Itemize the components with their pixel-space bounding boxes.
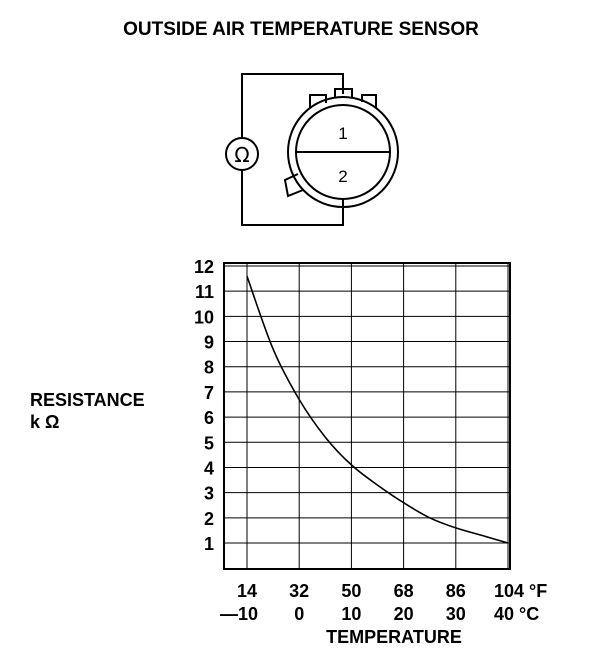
page-title: OUTSIDE AIR TEMPERATURE SENSOR — [123, 19, 479, 40]
x-tick-label-c: 40 °C — [494, 604, 539, 624]
ohm-symbol: Ω — [234, 143, 249, 167]
x-tick-label-f: 104 °F — [494, 581, 547, 601]
x-axis-label: TEMPERATURE — [326, 627, 462, 647]
connector-lock-tab-center — [334, 88, 353, 97]
x-tick-label-f: 14 — [237, 581, 257, 601]
sensor-connector-outer — [287, 96, 399, 208]
y-tick-label: 10 — [194, 307, 214, 327]
x-tick-label-f: 68 — [394, 581, 414, 601]
x-tick-label-c: —10 — [220, 604, 258, 624]
resistance-curve — [246, 275, 509, 544]
y-tick-label: 8 — [204, 358, 214, 378]
y-tick-label: 3 — [204, 484, 214, 504]
x-tick-label-f: 86 — [446, 581, 466, 601]
terminal-label-1: 1 — [338, 124, 347, 143]
y-tick-label: 6 — [204, 408, 214, 428]
terminal-label-2: 2 — [338, 167, 347, 186]
connector-lock-tab-left — [309, 94, 327, 108]
y-axis-unit: k Ω — [30, 412, 59, 432]
sensor-diagram — [225, 73, 399, 226]
ohmmeter-icon — [225, 137, 259, 171]
y-tick-label: 11 — [195, 282, 214, 302]
y-tick-label: 1 — [204, 534, 214, 554]
ohmmeter-wire — [241, 73, 344, 226]
chart-grid — [224, 263, 510, 569]
y-tick-label: 12 — [194, 257, 214, 277]
x-tick-label-c: 10 — [341, 604, 361, 624]
x-tick-label-f: 32 — [289, 581, 309, 601]
connector-key-tab — [283, 173, 304, 198]
x-tick-label-c: 30 — [446, 604, 466, 624]
x-tick-label-c: 0 — [294, 604, 304, 624]
y-tick-label: 2 — [204, 509, 214, 529]
connector-lock-tab-right — [361, 94, 377, 108]
y-tick-label: 9 — [204, 333, 214, 353]
y-axis-label: RESISTANCE — [30, 390, 145, 410]
y-tick-label: 7 — [204, 383, 214, 403]
y-tick-label: 5 — [204, 433, 214, 453]
y-tick-label: 4 — [204, 458, 214, 478]
x-tick-label-f: 50 — [341, 581, 361, 601]
chart-frame — [223, 262, 511, 570]
x-tick-label-c: 20 — [394, 604, 414, 624]
